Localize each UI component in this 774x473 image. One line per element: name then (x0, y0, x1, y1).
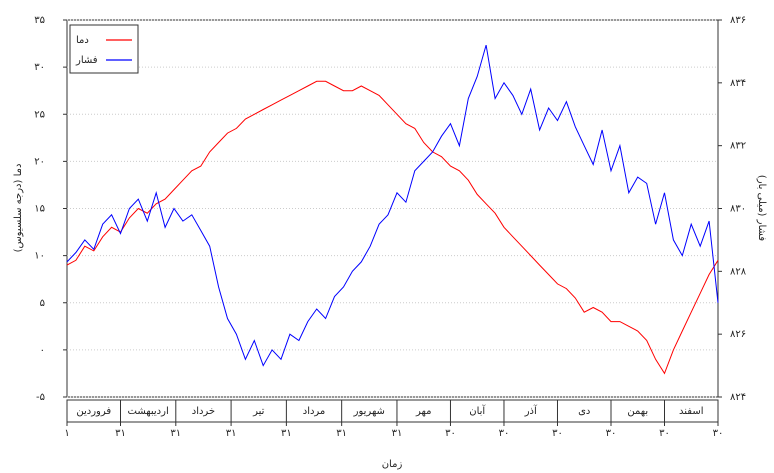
x-tick-label: ۳۱ (115, 428, 126, 439)
y-tick-label: -۵ (36, 392, 45, 403)
month-label: مرداد (303, 406, 326, 417)
x-tick-label: ۳۱ (336, 428, 347, 439)
y-axis-label: دما (درجه سلسیوس) (13, 164, 24, 253)
month-label: دی (578, 406, 590, 417)
x-tick-label: ۳۱ (226, 428, 237, 439)
month-label: مهر (415, 406, 431, 417)
x-axis-label: زمان (382, 459, 403, 470)
legend-label: دما (76, 35, 89, 46)
y2-tick-label: ۸۳۲ (730, 141, 746, 152)
y-tick-label: ۵ (40, 298, 45, 309)
month-label: خرداد (192, 406, 215, 417)
y2-tick-label: ۸۲۸ (730, 266, 747, 277)
y-tick-label: ۲۵ (34, 109, 45, 120)
series-line (66, 80, 719, 375)
y-tick-label: ۳۵ (34, 15, 45, 26)
x-tick-label: ۳۰ (552, 428, 563, 439)
x-tick-label: ۳۰ (499, 428, 510, 439)
month-label: آذر (524, 404, 538, 417)
month-label: شهریور (353, 406, 385, 417)
month-label: فروردین (76, 406, 111, 417)
month-label: تیر (252, 406, 265, 417)
y-tick-label: ۳۰ (34, 62, 45, 73)
x-tick-label: ۳۱ (281, 428, 292, 439)
x-tick-label: ۳۱ (170, 428, 181, 439)
month-label: آبان (469, 404, 486, 417)
y2-tick-label: ۸۲۶ (730, 329, 746, 340)
plot-frame (66, 19, 719, 398)
x-tick-label: ۳۰ (659, 428, 670, 439)
y2-tick-label: ۸۳۶ (730, 15, 746, 26)
y2-tick-label: ۸۳۴ (730, 78, 746, 89)
month-label: اردیبهشت (128, 406, 169, 417)
x-tick-label: ۱ (64, 428, 69, 439)
x-tick-label: ۳۰ (606, 428, 617, 439)
y2-tick-label: ۸۳۰ (730, 204, 746, 215)
y-tick-label: ۰ (40, 345, 45, 356)
legend-box (69, 24, 139, 74)
x-tick-label: ۳۰ (713, 428, 724, 439)
legend-label: فشار (75, 55, 98, 66)
x-tick-label: ۳۱ (392, 428, 403, 439)
y2-axis-label: فشار (میلی بار) (756, 175, 767, 242)
y-tick-label: ۲۰ (34, 156, 45, 167)
month-label: اسفند (679, 406, 703, 417)
x-tick-label: ۳۰ (445, 428, 456, 439)
series-line (66, 44, 719, 367)
y-tick-label: ۱۵ (34, 204, 45, 215)
month-label: بهمن (627, 406, 648, 417)
y2-tick-label: ۸۲۴ (730, 392, 746, 403)
y-tick-label: ۱۰ (34, 251, 45, 262)
